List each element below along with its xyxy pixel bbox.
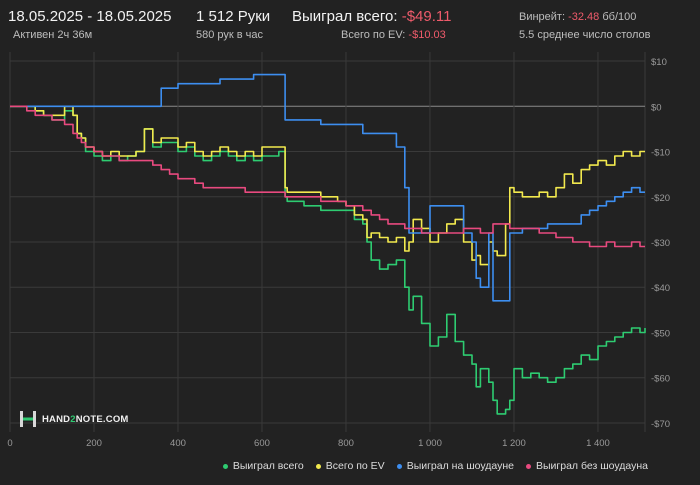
y-tick-label: -$70 <box>651 419 670 430</box>
x-tick-label: 1 400 <box>586 438 610 449</box>
won-total: Выиграл всего: -$49.11 <box>292 8 451 25</box>
legend-item-nonshowdown[interactable]: Выиграл без шоудауна <box>526 460 648 472</box>
hand2note-logo-text: HAND2NOTE.COM <box>42 414 129 425</box>
chart-legend: Выиграл всего Всего по EV Выиграл на шоу… <box>222 460 648 472</box>
axis-labels: $10 $0 -$10 -$20 -$30 -$40 -$50 -$60 -$70 0 200 400… <box>7 57 670 449</box>
x-tick-label: 600 <box>254 438 270 449</box>
hand2note-logo: HAND2NOTE.COM <box>18 410 129 428</box>
grid-lines <box>9 52 646 432</box>
series-lines <box>10 73 646 415</box>
y-tick-label: -$30 <box>651 238 670 249</box>
avg-tables: 5.5 среднее число столов <box>519 29 651 41</box>
hands-count: 1 512 Руки <box>196 8 271 25</box>
series-line-ev <box>10 105 645 266</box>
legend-label-nonshowdown: Выиграл без шоудауна <box>536 460 648 472</box>
logo-text-note: NOTE.COM <box>75 413 129 425</box>
legend-dot-ev <box>315 463 321 469</box>
legend-item-total[interactable]: Выиграл всего <box>222 460 304 472</box>
y-tick-label: -$10 <box>651 148 670 159</box>
y-tick-label: -$40 <box>651 283 670 294</box>
series-line-nonshowdown <box>10 105 645 248</box>
won-total-label: Выиграл всего: <box>292 8 398 25</box>
x-tick-label: 200 <box>86 438 102 449</box>
y-tick-label: -$20 <box>651 193 670 204</box>
y-tick-label: $0 <box>651 102 662 113</box>
active-time: Активен 2ч 36м <box>13 29 93 41</box>
legend-label-ev: Всего по EV <box>325 460 385 472</box>
legend-item-showdown[interactable]: Выиграл на шоудауне <box>396 460 514 472</box>
ev-total-value: -$10.03 <box>408 29 446 41</box>
winrate: Винрейт: -32.48 бб/100 <box>519 11 636 23</box>
won-total-value: -$49.11 <box>401 8 452 25</box>
hands-per-hour: 580 рук в час <box>196 29 264 41</box>
y-tick-label: -$50 <box>651 328 670 339</box>
y-tick-label: $10 <box>651 57 667 68</box>
x-tick-label: 400 <box>170 438 186 449</box>
y-tick-label: -$60 <box>651 374 670 385</box>
x-tick-label: 0 <box>7 438 12 449</box>
logo-text-hand: HAND <box>42 413 71 425</box>
legend-item-ev[interactable]: Всего по EV <box>315 460 385 472</box>
logo-text-2: 2 <box>70 413 76 425</box>
ev-total-label: Всего по EV: <box>341 29 406 41</box>
series-line-total <box>10 105 646 415</box>
x-tick-label: 800 <box>338 438 354 449</box>
legend-dot-nonshowdown <box>526 463 531 469</box>
legend-dot-showdown <box>396 463 402 469</box>
legend-label-showdown: Выиграл на шоудауне <box>406 460 514 472</box>
hand2note-logo-icon <box>20 411 36 427</box>
winrate-value: -32.48 <box>568 11 600 23</box>
series-line-showdown <box>10 73 645 302</box>
legend-dot-total <box>222 463 228 469</box>
winrate-unit: бб/100 <box>602 11 637 23</box>
date-range[interactable]: 18.05.2025 - 18.05.2025 <box>8 8 172 25</box>
legend-label-total: Выиграл всего <box>232 460 304 472</box>
x-tick-label: 1 000 <box>418 438 442 449</box>
winrate-label: Винрейт: <box>519 11 566 23</box>
ev-total: Всего по EV: -$10.03 <box>341 29 446 41</box>
x-tick-label: 1 200 <box>502 438 526 449</box>
